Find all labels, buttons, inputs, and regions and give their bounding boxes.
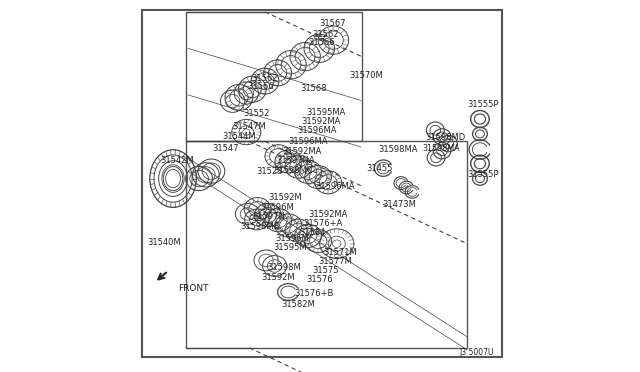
Text: 31552: 31552: [244, 109, 270, 118]
Text: 31596MA: 31596MA: [297, 126, 337, 135]
Text: 31576: 31576: [306, 275, 333, 283]
Bar: [186, 12, 362, 141]
Text: 31577M: 31577M: [318, 257, 352, 266]
Text: J3 5007U: J3 5007U: [460, 348, 494, 357]
Text: 31570M: 31570M: [349, 71, 383, 80]
Text: 31598MD: 31598MD: [425, 133, 465, 142]
Text: 31547: 31547: [212, 144, 239, 153]
Bar: [186, 141, 467, 348]
Text: 31571M: 31571M: [324, 248, 358, 257]
Text: 31584: 31584: [300, 228, 326, 237]
Text: 31595M: 31595M: [273, 243, 307, 252]
Text: 31542M: 31542M: [161, 156, 195, 165]
Text: 31592MA: 31592MA: [301, 117, 340, 126]
Text: 31597N: 31597N: [252, 212, 285, 221]
Text: 31575: 31575: [312, 266, 339, 275]
Text: 31455: 31455: [367, 164, 393, 173]
Text: 31596M: 31596M: [275, 234, 309, 243]
Text: FRONT: FRONT: [178, 284, 209, 293]
Text: 31576+A: 31576+A: [303, 219, 342, 228]
Text: 31576+B: 31576+B: [294, 289, 334, 298]
Text: 31562: 31562: [251, 74, 278, 83]
Text: 31582M: 31582M: [281, 300, 315, 309]
Text: 31568: 31568: [301, 84, 327, 93]
Text: 31596MA: 31596MA: [289, 137, 328, 146]
Text: 31566: 31566: [308, 38, 335, 47]
Text: 31592M: 31592M: [269, 193, 302, 202]
Text: 31555P: 31555P: [467, 170, 499, 179]
Text: 31598MC: 31598MC: [273, 166, 313, 175]
Text: 31598MA: 31598MA: [379, 145, 419, 154]
Text: 31566: 31566: [248, 82, 274, 91]
Text: 31595MA: 31595MA: [306, 108, 345, 117]
Text: 31592MA: 31592MA: [282, 147, 321, 155]
Text: 31597NA: 31597NA: [276, 156, 315, 165]
Text: 31598MA: 31598MA: [422, 144, 460, 153]
Text: 31598M: 31598M: [267, 263, 301, 272]
Text: 31544M: 31544M: [223, 132, 256, 141]
Text: 31592M: 31592M: [261, 273, 295, 282]
Text: 31562: 31562: [312, 30, 339, 39]
Text: 31592MA: 31592MA: [308, 210, 348, 219]
Text: 31596MA: 31596MA: [316, 182, 355, 191]
Text: 31540M: 31540M: [148, 238, 181, 247]
Text: 31555P: 31555P: [467, 100, 499, 109]
Text: 31598MB: 31598MB: [240, 222, 280, 231]
Text: 31596M: 31596M: [260, 203, 294, 212]
Text: 31473M: 31473M: [383, 200, 417, 209]
Text: 31547M: 31547M: [232, 122, 266, 131]
Text: 31523: 31523: [257, 167, 284, 176]
Text: 31567: 31567: [319, 19, 346, 28]
